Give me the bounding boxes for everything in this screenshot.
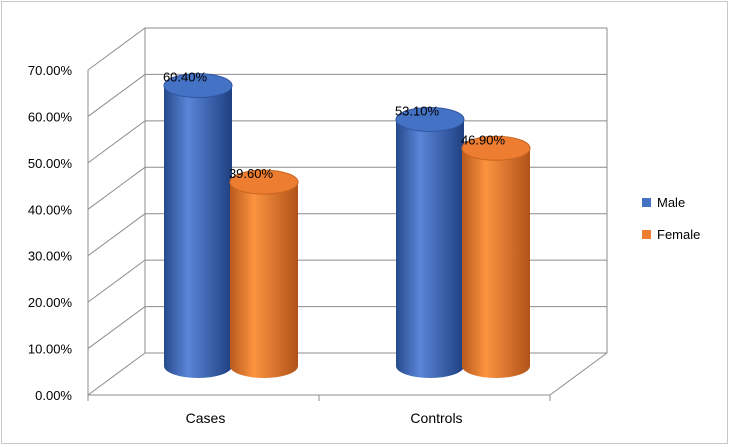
legend: Male Female xyxy=(642,195,700,242)
y-tick-label: 60.00% xyxy=(28,109,73,124)
floor-right-edge xyxy=(549,352,608,396)
y-tick-label: 50.00% xyxy=(28,156,73,171)
data-label: 53.10% xyxy=(395,103,440,118)
y-tick-label: 40.00% xyxy=(28,202,73,217)
y-tick-label: 20.00% xyxy=(28,295,73,310)
y-axis-tick-labels: 0.00% 10.00% 20.00% 30.00% 40.00% 50.00% 60.00… xyxy=(28,63,73,403)
y-tick-label: 0.00% xyxy=(35,388,72,403)
bar-female-controls xyxy=(461,135,531,378)
legend-swatch-female xyxy=(642,230,651,239)
cylinder-top xyxy=(163,73,233,99)
cylinder-body xyxy=(396,119,464,378)
legend-label-male: Male xyxy=(657,195,685,210)
cylinder-body xyxy=(164,85,232,379)
side-wall-gridline xyxy=(87,306,146,349)
cylinder-body xyxy=(230,182,298,378)
x-axis-category-labels: Cases Controls xyxy=(186,410,463,426)
data-label: 60.40% xyxy=(163,70,208,85)
bar-male-controls xyxy=(395,106,465,378)
y-tick-label: 70.00% xyxy=(28,63,73,78)
side-wall-gridline xyxy=(87,27,146,71)
y-tick-label: 10.00% xyxy=(28,342,73,357)
side-wall-gridline xyxy=(87,213,146,257)
bar-series xyxy=(163,73,531,379)
side-wall-gridline xyxy=(87,74,146,117)
legend-swatch-male xyxy=(642,198,651,207)
data-labels: 60.40% 39.60% 53.10% 46.90% xyxy=(163,70,506,182)
data-label: 39.60% xyxy=(229,166,274,181)
side-wall-gridline xyxy=(87,166,146,210)
cylinder-top xyxy=(395,106,465,132)
cylinder-top xyxy=(229,169,299,195)
side-wall-gridline xyxy=(87,259,146,303)
x-category-label: Cases xyxy=(186,410,226,426)
cylinder-body xyxy=(462,148,530,378)
bar-male-cases xyxy=(163,73,233,379)
x-category-label: Controls xyxy=(410,410,462,426)
data-label: 46.90% xyxy=(461,132,506,147)
bar-female-cases xyxy=(229,169,299,378)
side-wall-gridline xyxy=(87,352,146,396)
y-tick-label: 30.00% xyxy=(28,249,73,264)
legend-label-female: Female xyxy=(657,227,700,242)
cylinder-top xyxy=(461,135,531,161)
side-wall-gridline xyxy=(87,120,146,164)
